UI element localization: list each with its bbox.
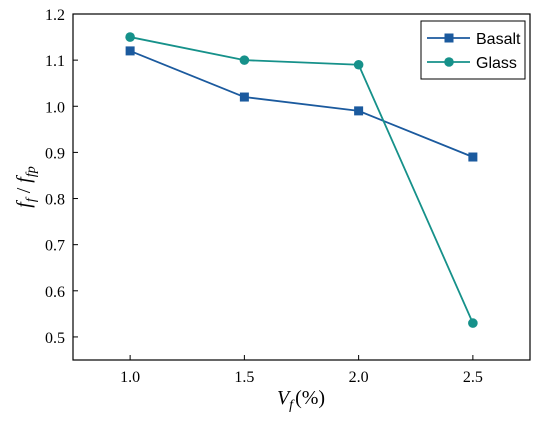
y-tick-label: 0.7	[45, 238, 65, 255]
x-tick-label: 1.0	[120, 369, 140, 386]
y-axis-label-subscript2: fp	[24, 166, 39, 177]
y-tick-label: 0.6	[45, 284, 65, 301]
legend-box	[420, 20, 526, 80]
y-tick-label: 0.5	[45, 330, 65, 347]
legend-marker-glass	[444, 57, 454, 67]
y-axis-label: ff / ffp	[13, 166, 39, 207]
y-axis-label-part1: f	[13, 200, 35, 208]
data-point-basalt	[468, 152, 478, 162]
data-point-glass	[239, 55, 250, 65]
data-point-basalt	[354, 106, 364, 116]
x-axis-label-subscript: f	[289, 398, 295, 413]
data-point-glass	[353, 59, 364, 70]
legend-item-glass: Glass	[427, 55, 517, 72]
y-tick-label: 1.1	[45, 53, 65, 70]
x-axis-label-base: V	[277, 387, 292, 409]
plot-frame	[72, 13, 531, 361]
x-tick-label: 2.5	[463, 369, 483, 386]
legend: Basalt Glass	[420, 20, 526, 80]
y-tick-label: 0.9	[45, 145, 65, 162]
legend-label-glass: Glass	[476, 55, 517, 72]
series-line-glass	[129, 36, 474, 324]
data-point-basalt	[125, 46, 135, 56]
x-axis-label-suffix: (%)	[295, 387, 325, 409]
y-axis-ticks: 0.5 0.6 0.7 0.8 0.9 1.0 1.1 1.2	[45, 7, 78, 347]
data-point-basalt	[239, 92, 249, 102]
y-axis-label-part2: f	[13, 175, 35, 183]
legend-label-basalt: Basalt	[476, 31, 521, 48]
y-axis-label-subscript1: f	[24, 196, 39, 202]
y-axis-label-separator: /	[13, 183, 35, 199]
x-tick-label: 1.5	[234, 369, 254, 386]
y-tick-label: 1.2	[45, 7, 65, 24]
y-tick-label: 0.8	[45, 192, 65, 209]
series-layer	[125, 32, 478, 328]
data-point-glass	[468, 318, 478, 328]
x-tick-label: 2.0	[349, 369, 369, 386]
legend-marker-basalt	[444, 33, 454, 43]
legend-item-basalt: Basalt	[427, 31, 521, 48]
y-tick-label: 1.0	[45, 99, 65, 116]
x-axis-ticks: 1.0 1.5 2.0 2.5	[120, 355, 483, 386]
data-point-glass	[125, 32, 135, 42]
x-axis-label: Vf (%)	[277, 387, 325, 413]
series-line-basalt	[129, 50, 474, 158]
